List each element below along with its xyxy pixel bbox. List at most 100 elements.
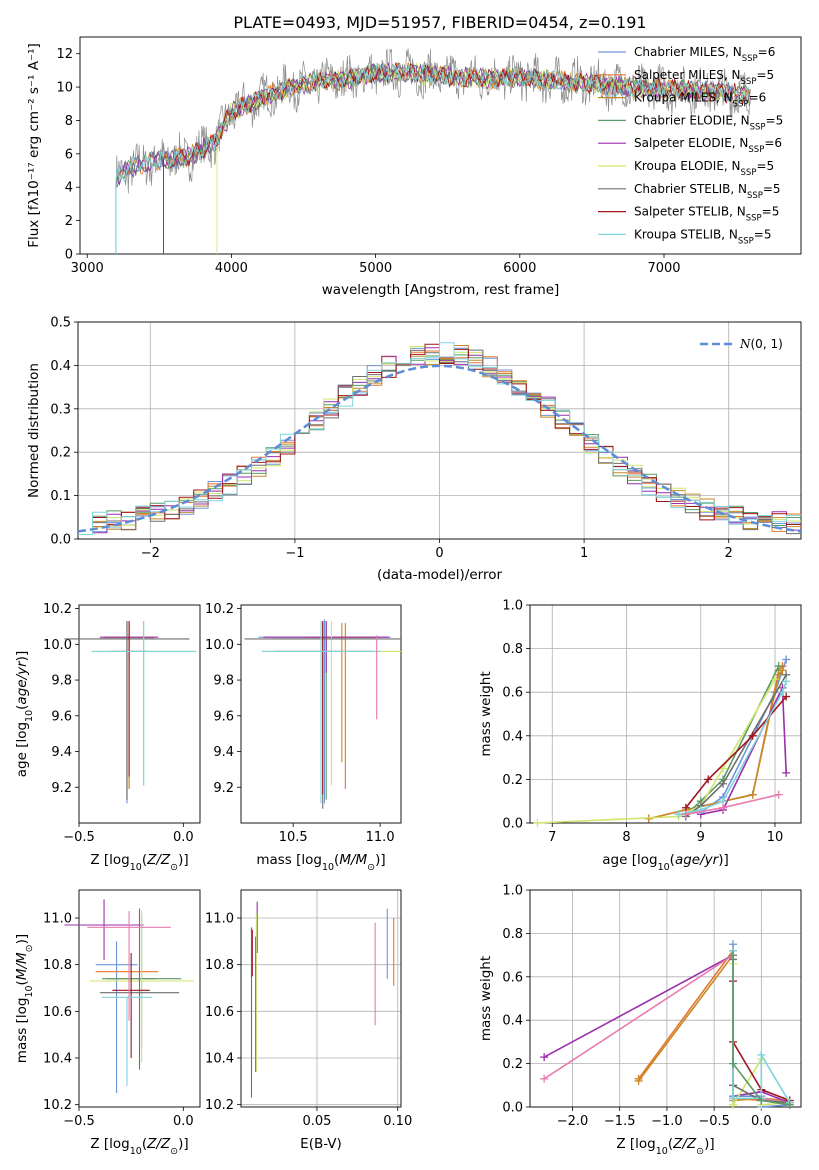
y-tick-label: 9.2 <box>51 781 72 796</box>
x-axis-label: Z [log10(Z/Z⊙)] <box>90 1136 188 1157</box>
model-spectrum-4 <box>115 62 751 254</box>
weight-marker <box>778 666 787 675</box>
y-tick-label: 9.6 <box>213 709 234 724</box>
weight-marker <box>533 819 542 827</box>
legend-entry: Kroupa STELIB, NSSP=5 <box>634 227 772 246</box>
model-spectrum-3 <box>115 63 751 254</box>
y-tick-label: 1.0 <box>502 884 523 899</box>
legend-entry: Salpeter STELIB, NSSP=5 <box>634 205 779 224</box>
y-tick-label: 0.2 <box>502 773 523 788</box>
x-tick-label: 7 <box>548 830 556 845</box>
x-tick-label: −1.0 <box>651 1114 683 1129</box>
legend-entry: Chabrier MILES, NSSP=6 <box>634 45 775 64</box>
legend-entry: Kroupa MILES, NSSP=6 <box>634 91 766 110</box>
x-tick-label: 10 <box>767 830 784 845</box>
y-tick-label: 10.0 <box>43 638 72 653</box>
y-tick-label: 10.2 <box>205 602 234 617</box>
weight-line <box>685 793 779 816</box>
y-tick-label: 0.4 <box>502 1014 523 1029</box>
legend-entry: Chabrier ELODIE, NSSP=5 <box>634 113 783 132</box>
x-tick-label: 0.0 <box>173 830 194 845</box>
x-tick-label: 0.0 <box>751 1114 772 1129</box>
weight-line <box>685 665 780 815</box>
mass-vs-EBV-axes: 0.05 0.10 10.2 10.4 10.6 10.8 11.0 E(B-V) <box>205 889 412 1152</box>
y-tick-label: 0.0 <box>502 817 523 832</box>
y-tick-label: 9.2 <box>213 781 234 796</box>
y-tick-label: 10.4 <box>43 1052 72 1067</box>
y-tick-label: 10 <box>56 81 73 96</box>
x-tick-label: −2 <box>141 546 160 561</box>
y-tick-label: 0.2 <box>502 1057 523 1072</box>
legend-entry: Salpeter ELODIE, NSSP=6 <box>634 136 782 155</box>
residuals-axes: −2 −1 0 1 2 0.0 0.1 0.2 0.3 0.4 0.5 N(0, 1) (data-mo… <box>26 316 802 583</box>
normal-curve <box>77 364 802 533</box>
y-axis-label: age [log10(age/yr)] <box>14 651 35 777</box>
weight-marker <box>782 768 791 777</box>
x-tick-label: 1 <box>580 546 588 561</box>
weight-marker <box>748 790 757 799</box>
legend-entry: N(0, 1) <box>739 337 783 351</box>
age-vs-mass-frame <box>240 604 402 824</box>
y-tick-label: 10.2 <box>43 1098 72 1113</box>
y-tick-label: 0.8 <box>502 927 523 942</box>
y-tick-label: 0.3 <box>50 402 71 417</box>
weight-marker <box>748 731 757 740</box>
weight-marker <box>778 688 787 697</box>
x-axis-label: age [log10(age/yr)] <box>602 852 728 873</box>
model-spectrum-7 <box>163 62 751 254</box>
age-vs-Z-axes: −0.5 0.0 9.2 9.4 9.6 9.8 10.0 10.2 Z [log10(Z/Z⊙… <box>14 602 201 873</box>
weight-marker <box>719 779 728 788</box>
spectrum-axes: 3000 4000 5000 6000 7000 0 2 4 6 8 10 12 Chabrier MI… <box>26 36 802 298</box>
age-vs-mass-axes: 10.5 11.0 9.2 9.4 9.6 9.8 10.0 10.2 mass [log10(… <box>205 602 402 873</box>
x-tick-label: 3000 <box>71 261 104 276</box>
x-tick-label: −1.5 <box>604 1114 636 1129</box>
weight-marker <box>785 1100 794 1109</box>
x-tick-label: 0.10 <box>383 1114 412 1129</box>
massweight-vs-age-axes: 7 8 9 10 0.0 0.2 0.4 0.6 0.8 1.0 mass weight age [l… <box>478 599 802 873</box>
weight-marker <box>757 1050 766 1059</box>
model-spectrum-8 <box>115 63 751 254</box>
y-tick-label: 0.6 <box>502 970 523 985</box>
y-tick-label: 8 <box>65 114 73 129</box>
y-tick-label: 10.8 <box>43 958 72 973</box>
residual-histogram-8 <box>78 342 801 535</box>
y-axis-label: Normed distribution <box>26 363 42 498</box>
weight-marker <box>774 790 783 799</box>
weight-line <box>648 665 784 820</box>
x-tick-label: 0.05 <box>302 1114 331 1129</box>
x-axis-label: Z [log10(Z/Z⊙)] <box>90 852 188 873</box>
y-tick-label: 11.0 <box>205 912 234 927</box>
y-axis-label: mass [log10(M/M⊙)] <box>14 934 35 1063</box>
weight-line <box>648 669 784 820</box>
x-axis-label: E(B-V) <box>300 1136 342 1152</box>
y-tick-label: 0.0 <box>502 1101 523 1116</box>
y-tick-label: 9.4 <box>213 745 234 760</box>
y-tick-label: 11.0 <box>43 912 72 927</box>
mass-vs-EBV-frame <box>240 889 402 1108</box>
massweight-vs-age-frame <box>529 604 802 824</box>
y-axis-label: mass weight <box>478 671 494 756</box>
y-tick-label: 0.0 <box>50 533 71 548</box>
massweight-vs-Z-frame <box>529 889 802 1108</box>
weight-line <box>732 955 790 1106</box>
x-tick-label: 4000 <box>215 261 248 276</box>
x-tick-label: 9 <box>697 830 705 845</box>
y-tick-label: 12 <box>56 47 73 62</box>
model-spectrum-6 <box>115 62 751 254</box>
x-axis-label: (data-model)/error <box>377 567 503 583</box>
x-tick-label: 0 <box>435 546 443 561</box>
x-tick-label: −0.5 <box>698 1114 730 1129</box>
y-tick-label: 10.8 <box>205 958 234 973</box>
legend-entry: Chabrier STELIB, NSSP=5 <box>634 182 781 201</box>
weight-marker <box>634 1076 643 1085</box>
x-tick-label: 5000 <box>359 261 392 276</box>
y-axis-label: mass weight <box>478 956 494 1041</box>
x-axis-label: Z [log10(Z/Z⊙)] <box>616 1136 714 1157</box>
y-tick-label: 0.4 <box>502 729 523 744</box>
x-tick-label: 0.0 <box>173 1114 194 1129</box>
weight-marker <box>782 692 791 701</box>
y-tick-label: 10.2 <box>205 1098 234 1113</box>
y-tick-label: 0.8 <box>502 642 523 657</box>
weight-marker <box>729 951 738 960</box>
weight-marker <box>696 805 705 814</box>
